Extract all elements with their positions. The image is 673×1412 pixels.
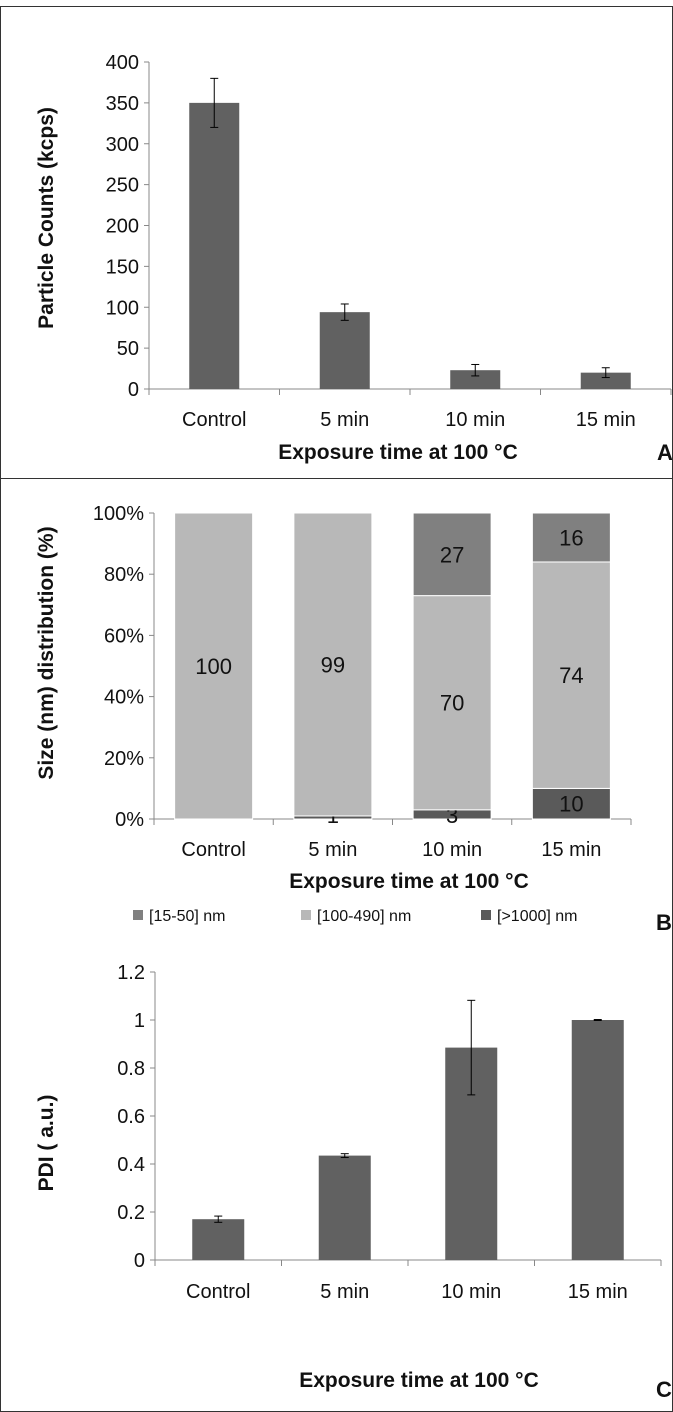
bar-segment [293, 512, 373, 817]
data-label: 99 [321, 652, 345, 677]
panel-letter-a: A [657, 440, 672, 465]
x-tick-label: 15 min [541, 839, 601, 861]
y-tick-label: 350 [106, 93, 139, 115]
legend-swatch [301, 910, 311, 920]
bar-segment [412, 595, 492, 811]
x-tick-label: 5 min [320, 409, 369, 431]
y-tick-label: 0.8 [117, 1058, 145, 1080]
bar [318, 1155, 371, 1260]
particle-counts-chart: Particle Counts (kcps) Exposure time at … [35, 52, 672, 465]
x-axis-title: Exposure time at 100 °C [278, 441, 518, 464]
y-tick-label: 80% [104, 564, 144, 586]
y-tick-label: 0% [115, 809, 144, 831]
panel-b: Size (nm) distribution (%) Exposure time… [0, 478, 673, 949]
x-tick-label: 5 min [308, 839, 357, 861]
y-tick-label: 1 [134, 1010, 145, 1032]
bar [189, 102, 240, 389]
x-tick-label: Control [186, 1281, 250, 1303]
pdi-chart: PDI ( a.u.) Exposure time at 100 °C C 0 0… [35, 962, 672, 1402]
bar [571, 1020, 624, 1260]
x-tick-label: 5 min [320, 1281, 369, 1303]
y-tick-label: 0 [134, 1250, 145, 1272]
bar [450, 370, 501, 389]
bar [580, 372, 631, 389]
x-tick-label: Control [181, 839, 245, 861]
y-tick-label: 20% [104, 748, 144, 770]
data-label: 16 [559, 525, 583, 550]
y-tick-label: 0.4 [117, 1154, 145, 1176]
y-tick-label: 0 [128, 379, 139, 401]
x-tick-label: 10 min [441, 1281, 501, 1303]
bar [192, 1219, 245, 1260]
panel-a: Particle Counts (kcps) Exposure time at … [0, 6, 673, 478]
y-tick-label: 150 [106, 256, 139, 278]
y-tick-label: 1.2 [117, 962, 145, 984]
bar [319, 312, 370, 389]
y-axis-title: Particle Counts (kcps) [35, 107, 58, 329]
legend-label: [15-50] nm [149, 908, 225, 925]
x-tick-label: Control [182, 409, 246, 431]
bar-segment [531, 561, 611, 789]
bar-segment [531, 787, 611, 820]
y-tick-label: 300 [106, 134, 139, 156]
x-tick-label: 15 min [568, 1281, 628, 1303]
size-distribution-chart: Size (nm) distribution (%) Exposure time… [35, 503, 672, 935]
data-label: 27 [440, 542, 464, 567]
y-axis-title: Size (nm) distribution (%) [35, 526, 58, 779]
panel-c: PDI ( a.u.) Exposure time at 100 °C C 0 0… [0, 948, 673, 1412]
data-label: 70 [440, 691, 464, 716]
bar-segment [174, 512, 254, 820]
y-tick-label: 200 [106, 216, 139, 238]
x-axis-title: Exposure time at 100 °C [289, 870, 529, 893]
bar-segment [531, 512, 611, 563]
data-label: 100 [195, 654, 232, 679]
y-tick-label: 50 [117, 338, 139, 360]
x-axis-title: Exposure time at 100 °C [299, 1369, 539, 1392]
y-tick-label: 40% [104, 687, 144, 709]
x-tick-label: 10 min [445, 409, 505, 431]
y-tick-label: 0.2 [117, 1202, 145, 1224]
y-tick-label: 0.6 [117, 1106, 145, 1128]
panel-letter-c: C [656, 1377, 672, 1402]
data-label: 10 [559, 792, 583, 817]
x-tick-label: 15 min [576, 409, 636, 431]
legend-label: [>1000] nm [497, 908, 578, 925]
y-tick-label: 250 [106, 175, 139, 197]
y-tick-label: 100 [106, 297, 139, 319]
legend-label: [100-490] nm [317, 908, 411, 925]
y-axis-title: PDI ( a.u.) [35, 1095, 58, 1192]
panel-letter-b: B [656, 910, 672, 935]
y-tick-label: 60% [104, 625, 144, 647]
bar-segment [412, 512, 492, 597]
legend-swatch [481, 910, 491, 920]
y-tick-label: 100% [93, 503, 144, 525]
legend-swatch [133, 910, 143, 920]
y-tick-label: 400 [106, 52, 139, 74]
x-tick-label: 10 min [422, 839, 482, 861]
data-label: 74 [559, 663, 583, 688]
